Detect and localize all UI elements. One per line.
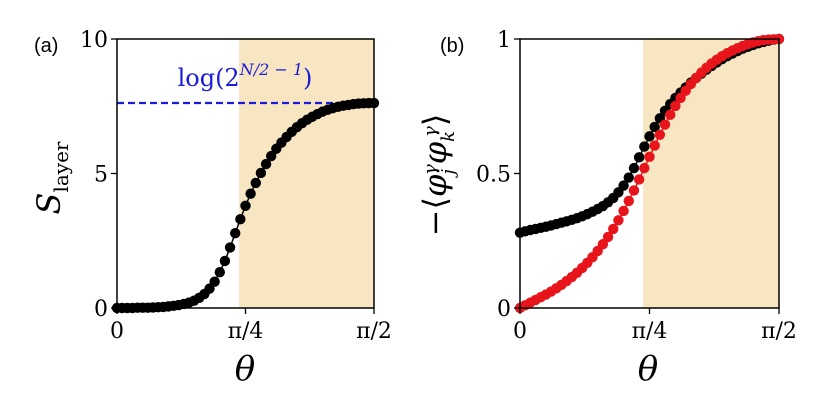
series-0-point: [214, 267, 225, 278]
ylabel-sub: layer: [49, 141, 73, 192]
series-0-point: [224, 242, 236, 253]
ylabel-sup-gamma-1: γ: [420, 164, 441, 175]
x-tick-label: 0: [513, 319, 527, 344]
panel-a-x-axis-label: θ: [235, 349, 255, 389]
panel-b-y-axis-label: −⟨φjγφkγ⟩: [416, 114, 459, 237]
series-1-point: [597, 239, 609, 250]
series-0-point: [255, 167, 267, 179]
ylabel-s: S: [30, 193, 68, 215]
series-0-point: [235, 214, 246, 225]
panel-b-series-points: [514, 33, 785, 314]
series-1-point: [633, 174, 645, 185]
panel-a-reference-label: log(2N/2 − 1): [178, 60, 313, 92]
series-1-point: [665, 109, 676, 121]
series-0-point: [266, 150, 277, 162]
series-1-point: [618, 205, 629, 217]
ref-label-end: ): [303, 64, 312, 92]
series-1-point: [639, 162, 650, 174]
series-0-point: [628, 162, 640, 174]
ylabel-open: −⟨: [416, 197, 454, 236]
y-tick-label: 0: [497, 297, 511, 322]
series-1-point: [613, 215, 624, 226]
series-1-point: [602, 231, 614, 243]
x-tick-label: 0: [110, 319, 124, 344]
series-1-point: [644, 151, 655, 163]
series-0-point: [649, 121, 660, 133]
series-1-point: [659, 119, 671, 130]
x-tick-label: π/2: [761, 319, 797, 344]
series-0-point: [240, 200, 251, 211]
ref-label-main: log(2: [178, 64, 240, 92]
y-tick-label: 0.5: [476, 163, 511, 188]
panel-b-shaded-region: [643, 39, 779, 308]
series-0-point: [618, 180, 629, 191]
series-1-point: [654, 129, 666, 140]
panel-a: 0 π/4 π/2 0 5 10 (a) log(2N/2 − 1) θ Slayer: [30, 28, 392, 389]
panel-b-x-axis-label: θ: [638, 349, 658, 389]
y-tick-label: 5: [94, 163, 108, 188]
panel-a-label: (a): [34, 35, 58, 57]
series-0-point: [644, 131, 655, 142]
ylabel-close: ⟩: [416, 114, 454, 126]
series-1-point: [623, 195, 634, 207]
panel-b: 0 π/4 π/2 00.51 (b) θ −⟨φjγφkγ⟩: [416, 28, 797, 389]
y-tick-label: 10: [80, 28, 108, 53]
series-0-point: [219, 255, 231, 267]
series-1-point: [608, 223, 619, 235]
series-1-point: [649, 140, 660, 151]
series-1-point: [675, 92, 686, 104]
x-tick-label: π/4: [228, 319, 264, 344]
series-0-point: [623, 172, 634, 183]
y-tick-label: 0: [94, 297, 108, 322]
ylabel-sub-k: k: [438, 131, 459, 142]
panel-b-label: (b): [440, 35, 464, 57]
ref-label-superscript: N/2 − 1: [239, 60, 303, 79]
series-1-point: [670, 100, 681, 112]
panel-a-y-ticks: 0 5 10: [80, 28, 117, 322]
y-tick-label: 1: [497, 28, 511, 53]
ylabel-sup-gamma-2: γ: [420, 126, 441, 137]
ylabel-sub-j: j: [438, 169, 459, 179]
series-0-point: [633, 152, 645, 163]
panel-b-y-ticks: 00.51: [476, 28, 520, 322]
ylabel-phi-1: φ: [416, 174, 454, 197]
series-0-point: [245, 188, 256, 199]
panel-b-x-ticks: 0 π/4 π/2: [513, 308, 797, 344]
series-0-point: [639, 141, 650, 152]
series-0-point: [209, 276, 220, 287]
ylabel-phi-2: φ: [416, 141, 454, 164]
x-tick-label: π/4: [632, 319, 668, 344]
series-0-point: [230, 228, 241, 239]
series-1-point: [628, 185, 640, 196]
x-tick-label: π/2: [356, 319, 392, 344]
panel-a-y-axis-label: Slayer: [30, 141, 73, 214]
series-0-point: [250, 177, 261, 189]
panel-a-x-ticks: 0 π/4 π/2: [110, 308, 392, 344]
series-0-point: [260, 158, 272, 170]
